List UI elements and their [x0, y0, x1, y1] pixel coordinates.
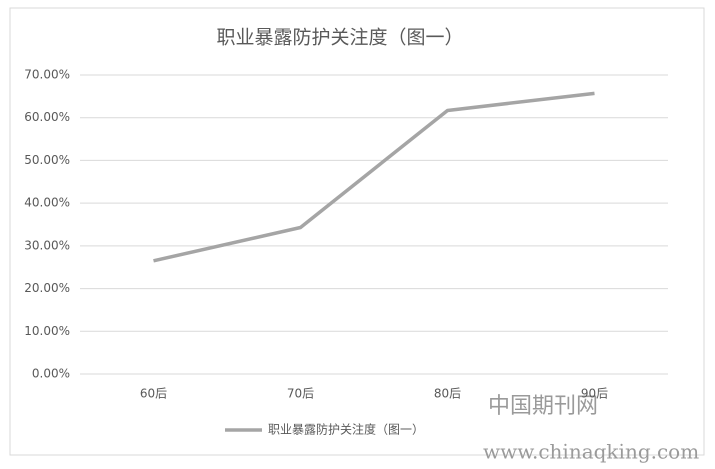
- y-tick-label: 50.00%: [24, 153, 70, 167]
- y-tick-label: 60.00%: [24, 110, 70, 124]
- y-tick-label: 70.00%: [24, 68, 70, 82]
- y-tick-label: 10.00%: [24, 324, 70, 338]
- x-tick-label: 80后: [434, 387, 461, 401]
- watermark: 中国期刊网: [488, 394, 598, 419]
- y-tick-label: 30.00%: [24, 238, 70, 252]
- y-tick-label: 0.00%: [32, 367, 70, 381]
- x-tick-label: 70后: [287, 387, 314, 401]
- chart-title: 职业暴露防护关注度（图一）: [216, 27, 463, 49]
- x-tick-label: 60后: [140, 387, 167, 401]
- y-tick-label: 20.00%: [24, 281, 70, 295]
- watermark: www.chinaqking.com: [483, 440, 699, 464]
- y-tick-label: 40.00%: [24, 196, 70, 210]
- data-line: [153, 91, 595, 263]
- x-tick-label: 90后: [581, 387, 608, 401]
- legend-label: 职业暴露防护关注度（图一）: [268, 422, 424, 437]
- chart-frame: [9, 7, 705, 456]
